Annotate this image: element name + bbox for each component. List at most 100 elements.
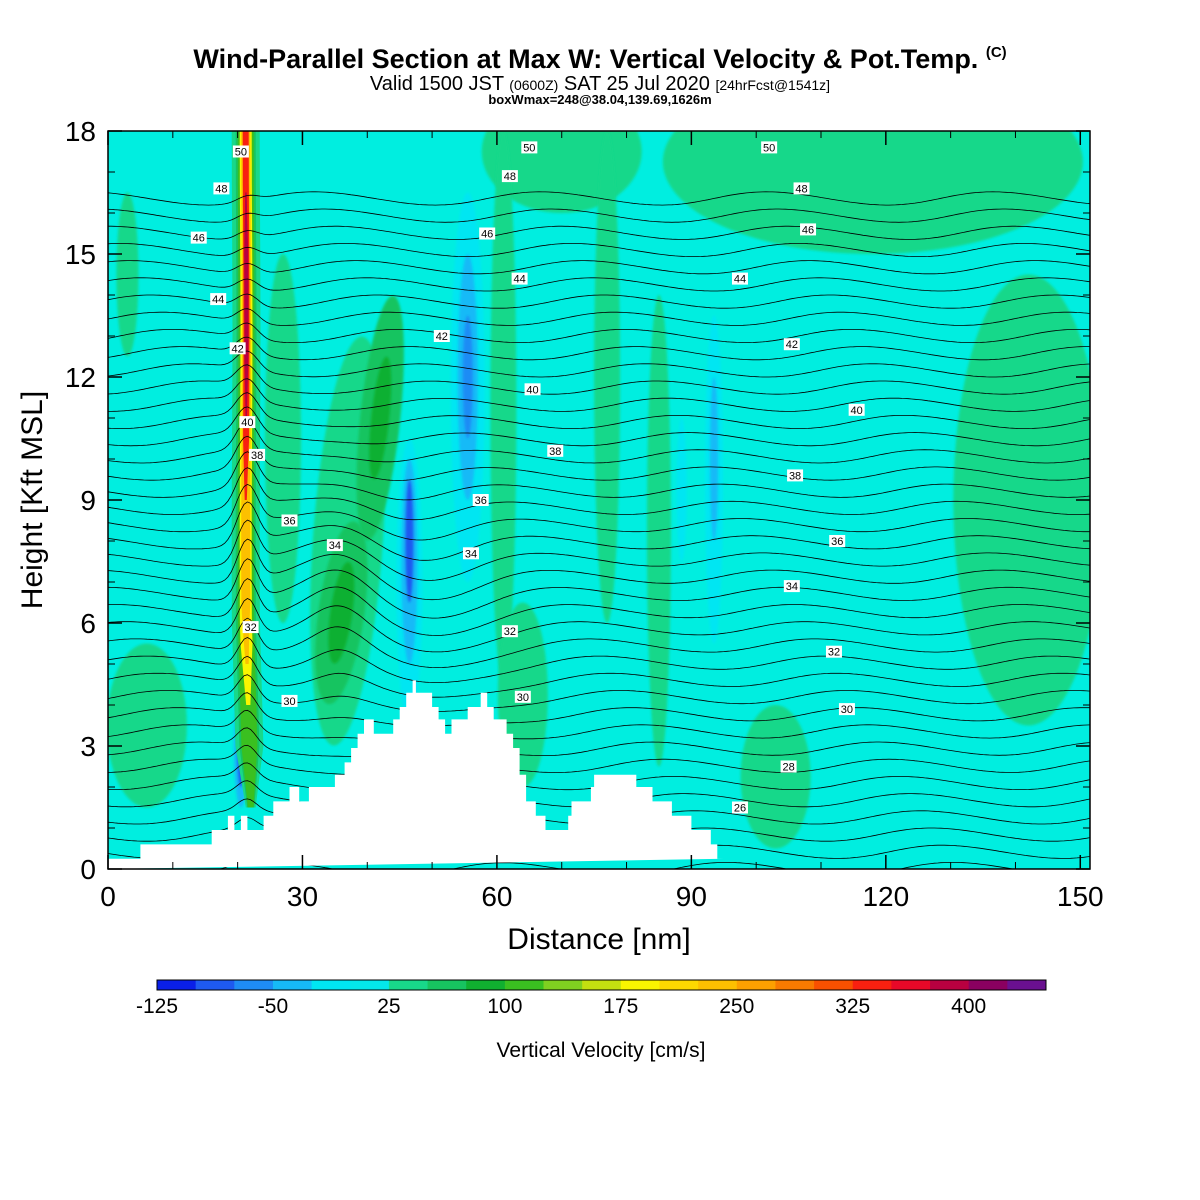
theta-contour: [108, 744, 1090, 776]
theta-label-text: 50: [763, 142, 775, 154]
theta-label-text: 32: [244, 622, 256, 634]
theta-contour: [108, 558, 1090, 619]
theta-contour: [108, 727, 1090, 758]
y-tick-label: 6: [80, 608, 96, 639]
theta-label-box: [501, 625, 518, 638]
colorbar-frame: [156, 979, 1047, 991]
theta-contour: [108, 598, 1090, 653]
theta-label: 44: [731, 272, 748, 286]
colorbar-tick-label: 25: [377, 995, 400, 1018]
theta-label-text: 30: [283, 696, 295, 708]
theta-contour: [108, 467, 1090, 521]
theta-label-box: [514, 690, 531, 703]
colorbar-label: Vertical Velocity [cm/s]: [497, 1039, 706, 1062]
theta-label: 50: [761, 141, 778, 154]
theta-label-box: [511, 272, 528, 285]
theta-contour: [108, 709, 1090, 742]
theta-label: 46: [479, 227, 496, 241]
x-tick-label: 0: [100, 881, 116, 912]
theta-label-text: 32: [828, 647, 840, 659]
theta-label-text: 42: [786, 339, 798, 351]
colorbar-swatch: [195, 980, 235, 990]
theta-label-box: [787, 469, 804, 482]
theta-label-text: 26: [734, 803, 746, 815]
theta-label-text: 40: [241, 417, 253, 429]
theta-label-text: 28: [782, 762, 794, 774]
theta-contour: [108, 655, 1090, 698]
chart-subtitle: Valid 1500 JST (0600Z) SAT 25 Jul 2020 […: [0, 73, 1200, 96]
theta-label: 40: [524, 383, 541, 396]
theta-label: 46: [190, 231, 207, 245]
colorbar-swatch: [543, 980, 583, 990]
theta-label: 44: [511, 272, 528, 286]
theta-label-text: 32: [504, 626, 516, 638]
theta-label-text: 30: [517, 692, 529, 704]
theta-label: 32: [501, 625, 518, 638]
x-axis-label: Distance [nm]: [507, 923, 690, 956]
theta-label-box: [524, 383, 541, 396]
colorbar-swatch: [582, 980, 622, 990]
theta-label-text: 40: [526, 384, 538, 396]
theta-label: 36: [829, 535, 846, 548]
theta-label-text: 30: [841, 704, 853, 716]
theta-label-box: [731, 272, 748, 285]
x-tick-label: 120: [862, 881, 909, 912]
y-tick-label: 18: [65, 116, 96, 147]
theta-contour: [108, 378, 1090, 412]
theta-contour: [108, 191, 1090, 206]
contour-labels: 26 28 30 30 30 32 32 32 34 34 34 36 36 36 38 38 38 40 40 40…: [190, 141, 865, 815]
theta-label: 48: [793, 182, 810, 195]
updraft-region-mid3: [594, 131, 621, 623]
colorbar-tick-label: 325: [835, 995, 870, 1018]
forecast-info: [24hrFcst@1541z]: [715, 77, 831, 93]
colorbar-swatch: [659, 980, 699, 990]
x-tick-label: 60: [481, 881, 512, 912]
colorbar-tick-label: -125: [136, 995, 178, 1018]
colorbar-swatch: [775, 980, 815, 990]
theta-label-text: 38: [549, 446, 561, 458]
terrain: [108, 680, 724, 869]
downdraft-col-2-core: [462, 315, 473, 439]
downdraft-col-3-core: [710, 377, 719, 541]
theta-label: 26: [731, 801, 748, 815]
theta-contour: [108, 322, 1090, 343]
colorbar-tick-label: 100: [487, 995, 522, 1018]
downdraft-col-4: [676, 418, 687, 562]
chart-title: Wind-Parallel Section at Max W: Vertical…: [0, 44, 1200, 75]
theta-label-box: [281, 514, 298, 527]
updraft-region-mid4: [646, 295, 671, 767]
x-tick-label: 30: [287, 881, 318, 912]
updraft-ridge-upper-core: [369, 356, 392, 480]
colorbar-swatch: [388, 980, 429, 990]
colorbar: -125 -50 25 100 175 250 325 400: [136, 979, 1047, 1018]
theta-label: 30: [838, 703, 855, 716]
colorbar-swatch: [350, 980, 390, 990]
theta-contour: [108, 293, 1090, 309]
theta-label-text: 40: [851, 405, 863, 417]
theta-contour: [108, 501, 1090, 561]
y-axis-label: Height [Kft MSL]: [16, 391, 49, 609]
x-tick-label: 150: [1057, 881, 1104, 912]
theta-label-box: [825, 645, 842, 658]
valid-date: SAT 25 Jul 2020: [563, 73, 710, 95]
theta-contour: [108, 308, 1090, 326]
theta-label-text: 44: [212, 294, 224, 306]
x-tick-label: 90: [676, 881, 707, 912]
theta-label-text: 42: [436, 331, 448, 343]
theta-label: 50: [521, 141, 538, 154]
y-tick-label: 12: [65, 362, 96, 393]
colorbar-swatch: [814, 980, 854, 990]
updraft-region-left: [265, 254, 302, 623]
theta-label-text: 48: [504, 171, 516, 183]
theta-label-text: 46: [193, 233, 205, 245]
vertical-velocity-field: [108, 131, 1090, 849]
theta-contour: [108, 350, 1090, 378]
theta-label-box: [462, 547, 479, 560]
theta-label: 44: [210, 293, 227, 306]
theta-label-text: 34: [329, 540, 341, 552]
y-tick-label: 15: [65, 239, 96, 270]
theta-contour: [108, 277, 1090, 292]
valid-zulu: (0600Z): [509, 77, 559, 93]
theta-label: 42: [433, 330, 450, 343]
